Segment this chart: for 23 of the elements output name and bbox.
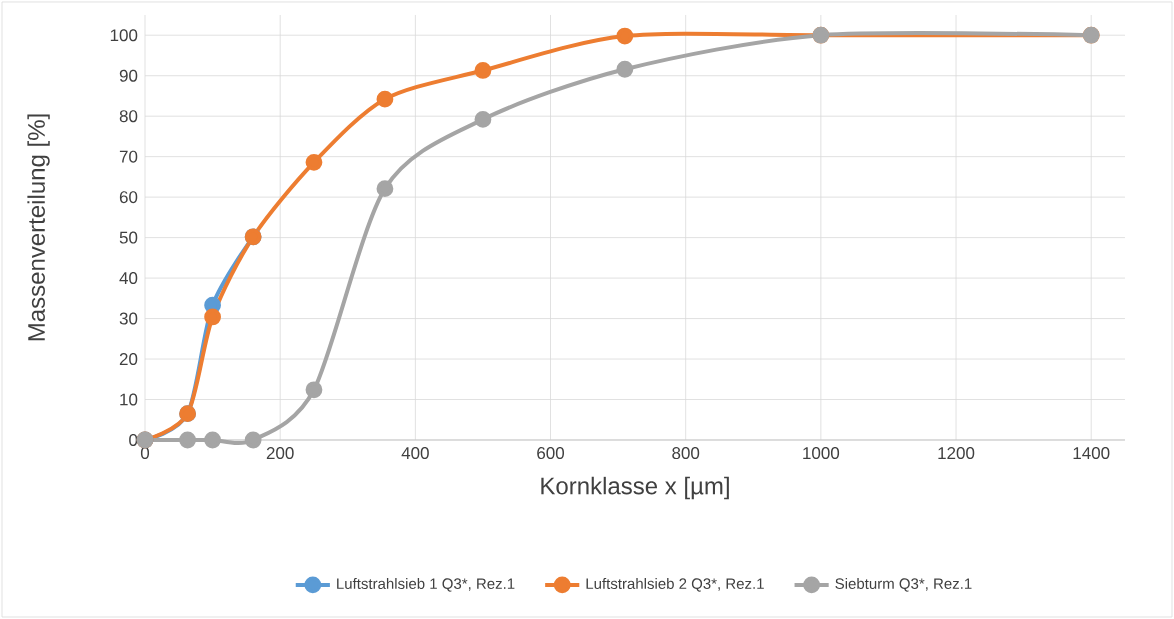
y-tick-label: 0 xyxy=(129,433,138,446)
x-tick-label: 400 xyxy=(401,447,429,460)
x-tick-label: 1000 xyxy=(803,447,840,460)
x-tick-label: 1200 xyxy=(938,447,975,460)
x-tick-label: 1400 xyxy=(1073,447,1110,460)
y-tick-label: 30 xyxy=(119,312,138,325)
y-tick-label: 70 xyxy=(119,150,138,163)
y-tick-label: 10 xyxy=(120,393,138,406)
y-tick-label: 100 xyxy=(110,29,138,42)
legend-label: Luftstrahlsieb 1 Q3*, Rez.1 xyxy=(337,577,515,592)
x-tick-label: 200 xyxy=(266,447,294,460)
y-tick-label: 20 xyxy=(119,353,138,366)
y-axis-title: Massenverteilung [%] xyxy=(27,114,50,341)
y-tick-label: 40 xyxy=(119,272,138,285)
legend-label: Siebturm Q3*, Rez.1 xyxy=(835,577,972,592)
x-axis-title: Kornklasse x [µm] xyxy=(541,476,729,500)
x-tick-label: 800 xyxy=(672,447,700,460)
legend-label: Luftstrahlsieb 2 Q3*, Rez.1 xyxy=(586,577,764,592)
y-tick-label: 80 xyxy=(119,110,138,123)
y-tick-label: 90 xyxy=(119,69,138,82)
x-tick-label: 600 xyxy=(537,447,565,460)
y-tick-label: 60 xyxy=(119,191,138,204)
y-tick-label: 50 xyxy=(119,231,138,244)
